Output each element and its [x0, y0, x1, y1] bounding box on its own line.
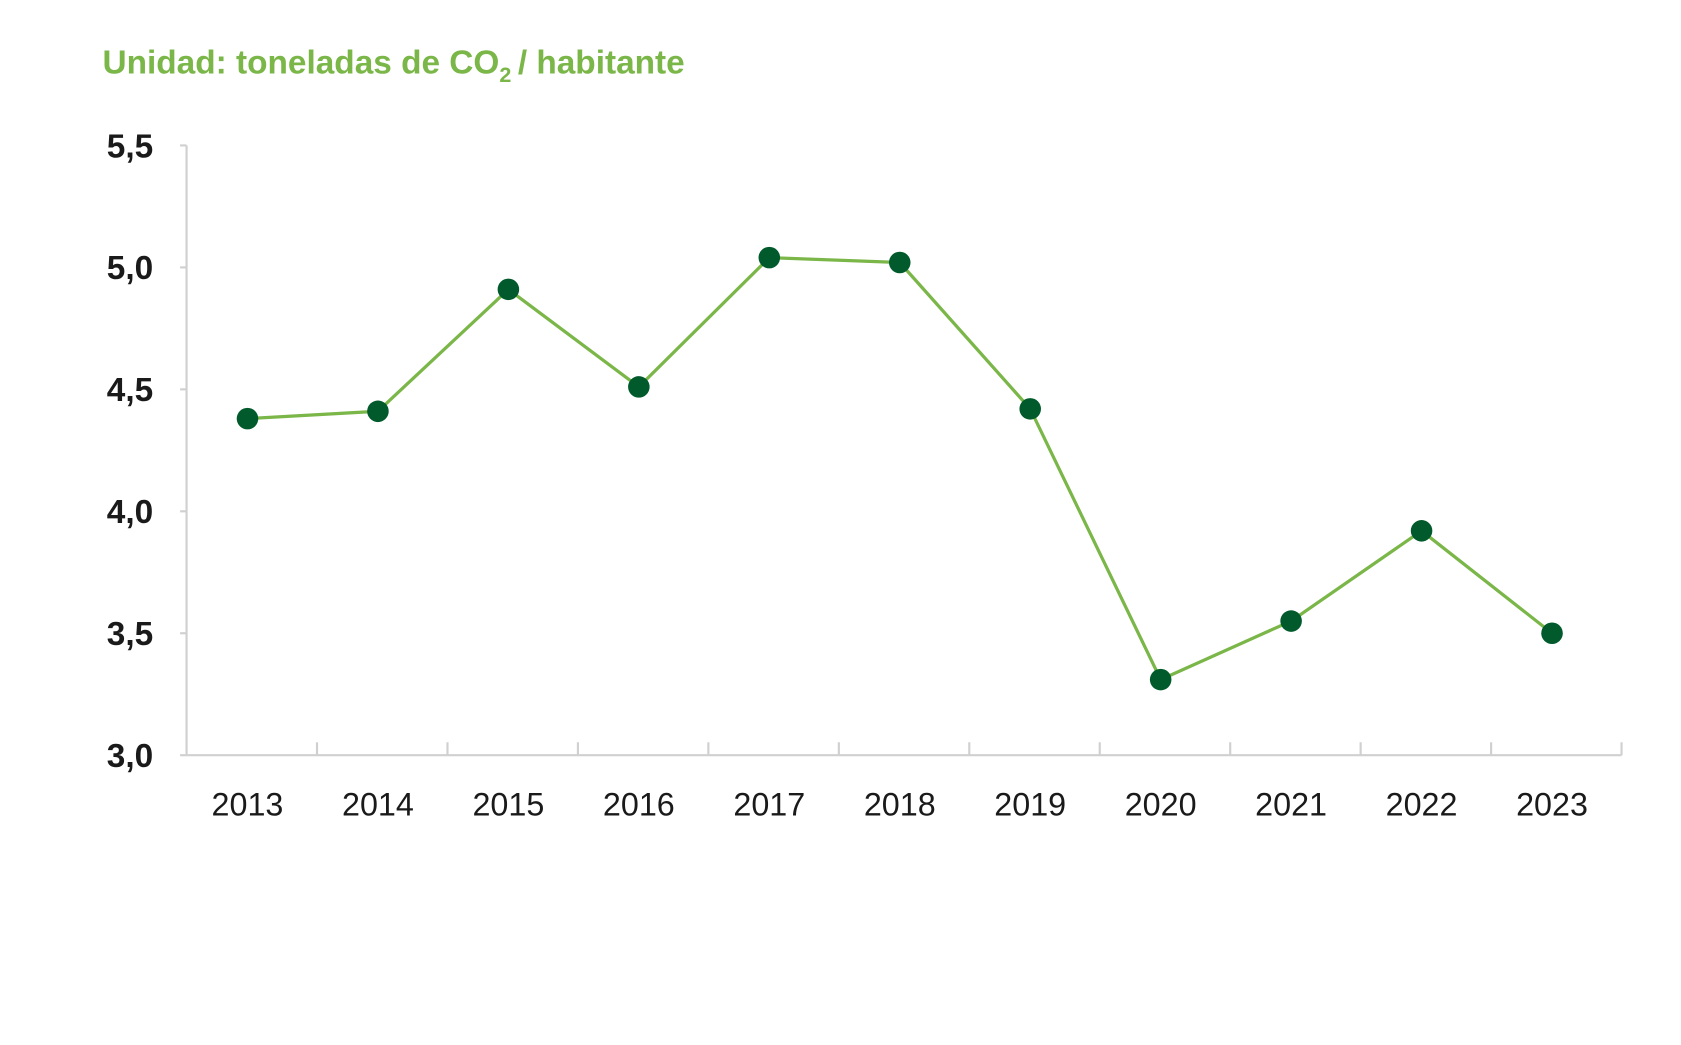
x-tick-label: 2020	[1125, 787, 1197, 823]
x-tick-label: 2019	[994, 787, 1066, 823]
x-tick-label: 2013	[212, 787, 284, 823]
data-point-2020	[1149, 668, 1172, 691]
data-point-2015	[497, 278, 520, 301]
data-point-2017	[758, 246, 781, 269]
x-tick-label: 2023	[1516, 787, 1588, 823]
data-point-2013	[236, 407, 259, 430]
data-point-2019	[1019, 398, 1041, 420]
y-tick-label: 4,0	[107, 494, 153, 531]
x-tick-label: 2018	[864, 787, 936, 823]
y-tick-label: 3,5	[107, 616, 153, 653]
title-subscript: 2	[499, 63, 511, 87]
x-tick-label: 2017	[733, 787, 805, 823]
x-tick-label: 2014	[342, 787, 414, 823]
series-line	[247, 255, 1554, 682]
chart-title: Unidad: toneladas de CO2/ habitante	[103, 44, 685, 87]
data-point-2023	[1541, 622, 1563, 645]
data-point-2014	[367, 400, 389, 423]
x-tick-label: 2021	[1255, 787, 1327, 823]
y-tick-label: 5,0	[107, 250, 153, 287]
data-point-2022	[1410, 520, 1433, 542]
title-suffix: / habitante	[518, 44, 685, 81]
x-tick-label: 2022	[1386, 787, 1458, 823]
y-tick-label: 5,5	[107, 128, 153, 165]
x-tick-label: 2016	[603, 787, 675, 823]
y-tick-label: 3,0	[107, 738, 153, 775]
data-point-2016	[628, 376, 650, 398]
data-point-2021	[1280, 610, 1302, 632]
y-tick-label: 4,5	[107, 372, 153, 409]
x-tick-label: 2015	[472, 787, 544, 823]
data-point-2018	[888, 251, 911, 274]
